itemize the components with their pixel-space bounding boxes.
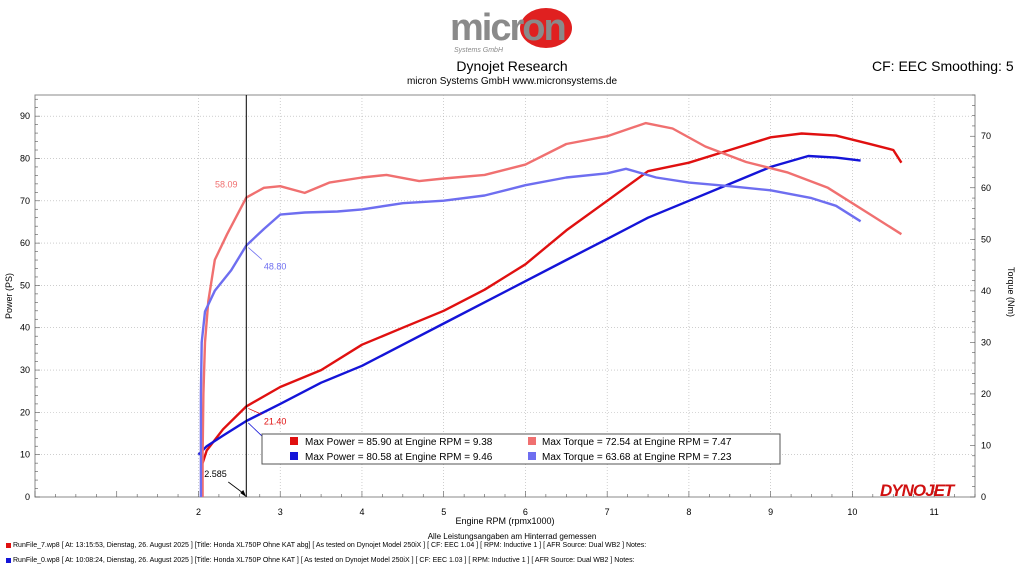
run-marker-icon [6,542,11,548]
legend-swatch [528,452,536,460]
legend-entry: Max Torque = 63.68 at Engine RPM = 7.23 [542,452,732,463]
series-line [197,154,861,456]
x-tick-label: 11 [929,507,938,517]
x-tick-label: 2 [196,507,201,517]
y-tick-label: 0 [25,492,30,502]
footer-note: Alle Leistungsangaben am Hinterrad gemes… [427,532,597,541]
y-tick-label: 20 [20,407,30,417]
y2-tick-label: 60 [981,183,991,193]
legend-entry: Max Power = 80.58 at Engine RPM = 9.46 [305,452,493,463]
y-tick-label: 60 [20,238,30,248]
legend-swatch [290,437,298,445]
axis-ticks: 0 10 20 30 40 50 60 70 80 90 0 10 20 30 40 50 60 70 2 3 4 5 6 7… [20,94,991,517]
x-tick-label: 10 [847,507,857,517]
y2-tick-label: 40 [981,286,991,296]
legend: Max Power = 85.90 at Engine RPM = 9.38 M… [261,433,781,465]
annotation-label: 48.80 [264,261,287,271]
footer-text: RunFile_0.wp8 [ At: 10:08:24, Dienstag, … [13,557,635,564]
logo-text: micron [450,7,565,49]
annotation-label: 21.40 [264,416,287,426]
y-tick-label: 70 [20,196,30,206]
annotation-leader [248,422,263,437]
y2-tick-label: 50 [981,234,991,244]
y-tick-label: 50 [20,280,30,290]
annotation-label: 58.09 [215,180,238,190]
x-tick-label: 3 [278,507,283,517]
y2-tick-label: 0 [981,492,986,502]
footer-run-0: RunFile_0.wp8 [ At: 10:08:24, Dienstag, … [6,557,635,564]
y-axis-label: Power (PS) [4,273,14,319]
series-line [201,132,903,464]
y2-tick-label: 30 [981,337,991,347]
legend-swatch [528,437,536,445]
y-tick-label: 90 [20,111,30,121]
run-marker-icon [6,557,11,563]
y-tick-label: 30 [20,365,30,375]
y2-tick-label: 70 [981,131,991,141]
x-tick-label: 4 [359,507,364,517]
x-axis-label: Engine RPM (rpmx1000) [455,516,554,526]
y2-tick-label: 20 [981,389,991,399]
series-lines [197,121,903,497]
micron-logo: micron Systems GmbH [450,7,572,54]
y-tick-label: 10 [20,450,30,460]
legend-entry: Max Power = 85.90 at Engine RPM = 9.38 [305,437,493,448]
annotation-leader [248,247,263,260]
x-tick-label: 5 [441,507,446,517]
footer-run-7: RunFile_7.wp8 [ At: 13:15:53, Dienstag, … [6,542,646,549]
x-tick-label: 9 [768,507,773,517]
y2-tick-label: 10 [981,440,991,450]
cursor-label: 2.585 [204,469,227,479]
rpm-cursor: 2.585 [204,95,247,497]
dynojet-watermark: DYNOJET [880,481,956,500]
legend-swatch [290,452,298,460]
series-line [199,167,862,497]
legend-entry: Max Torque = 72.54 at Engine RPM = 7.47 [542,437,732,448]
x-tick-label: 7 [605,507,610,517]
logo-subtext: Systems GmbH [454,47,504,54]
y-tick-label: 40 [20,323,30,333]
y2-axis-label: Torque (Nm) [1006,267,1016,317]
chart-subtitle: micron Systems GmbH www.micronsystems.de [406,76,618,87]
cursor-arrowhead [240,490,247,497]
x-tick-label: 6 [523,507,528,517]
chart-title: Dynojet Research [456,58,568,74]
smoothing-label: CF: EEC Smoothing: 5 [872,58,1014,74]
footer-text: RunFile_7.wp8 [ At: 13:15:53, Dienstag, … [13,542,647,549]
x-tick-label: 8 [686,507,691,517]
series-line [201,121,903,497]
annotation-leader [248,408,263,415]
plot-background [34,94,976,498]
y-tick-label: 80 [20,153,30,163]
